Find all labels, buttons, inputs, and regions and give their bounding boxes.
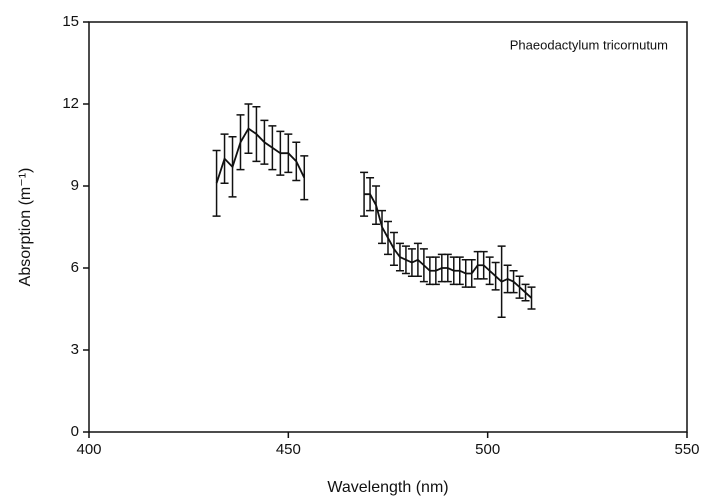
error-bar — [443, 253, 452, 283]
error-bar — [467, 259, 476, 288]
error-bar — [401, 245, 410, 275]
error-bar — [407, 248, 416, 277]
error-bar — [485, 256, 494, 286]
error-bar — [284, 133, 293, 174]
error-bar — [252, 105, 261, 163]
y-axis-label: Absorption (m⁻¹) — [17, 168, 34, 287]
error-bar — [372, 185, 381, 226]
error-bar — [366, 177, 375, 212]
error-bar — [260, 119, 269, 165]
error-bar — [212, 149, 221, 217]
y-tick-label: 3 — [71, 341, 79, 358]
error-bar — [497, 245, 506, 318]
y-tick-label: 6 — [71, 259, 79, 276]
y-tick-label: 12 — [62, 95, 79, 112]
x-tick-label: 450 — [276, 441, 301, 458]
error-bar — [491, 261, 500, 291]
error-bar — [378, 209, 387, 245]
error-bar — [276, 130, 285, 176]
plot-frame — [88, 21, 688, 433]
error-bar — [228, 136, 237, 198]
x-tick-label: 550 — [674, 441, 699, 458]
annotation: Phaeodactylum tricornutum — [510, 37, 668, 52]
error-bar — [244, 103, 253, 154]
error-bar — [521, 283, 530, 302]
error-bar — [360, 171, 369, 217]
error-bar — [509, 269, 518, 294]
error-bar — [220, 133, 229, 185]
error-bar — [268, 125, 277, 171]
y-tick-label: 0 — [71, 423, 79, 440]
error-bar — [515, 275, 524, 299]
data-line — [364, 193, 533, 299]
error-bar — [431, 256, 440, 286]
error-bar — [479, 250, 488, 280]
error-bar — [389, 231, 398, 267]
x-tick-label: 500 — [475, 441, 500, 458]
y-tick-label: 15 — [62, 13, 79, 30]
error-bar — [395, 242, 404, 272]
x-tick-label: 400 — [76, 441, 101, 458]
error-bar — [384, 220, 392, 256]
error-bar — [236, 114, 245, 171]
y-tick-label: 9 — [71, 177, 79, 194]
data-line — [215, 127, 306, 184]
error-bar — [455, 256, 464, 286]
error-bar — [527, 286, 536, 310]
error-bar — [413, 242, 422, 277]
error-bar — [300, 155, 309, 201]
error-bar — [292, 141, 301, 182]
x-axis-label: Wavelength (nm) — [327, 479, 448, 496]
error-bar — [503, 264, 512, 294]
error-bar — [419, 248, 428, 283]
